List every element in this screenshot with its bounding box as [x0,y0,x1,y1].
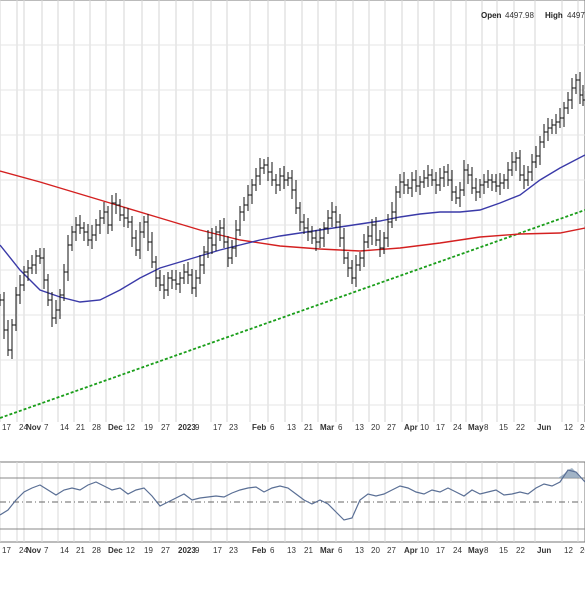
oscillator-tick-2: Nov [26,546,42,555]
oscillator-tick-15: Feb [252,546,266,555]
oscillator-tick-1: 24 [19,546,28,555]
oscillator-tick-9: 19 [144,546,153,555]
oscillator-tick-23: 27 [387,546,396,555]
price-tick-21: 13 [355,423,364,432]
oscillator-tick-31: 22 [516,546,525,555]
oscillator-tick-6: 28 [92,546,101,555]
price-tick-22: 20 [371,423,380,432]
price-panel [0,72,585,419]
price-tick-14: 23 [229,423,238,432]
price-tick-33: 12 [564,423,573,432]
oscillator-tick-27: 24 [453,546,462,555]
high-value: 4497 [567,11,585,20]
oscillator-tick-7: Dec [108,546,123,555]
oscillator-tick-11: 2023 [178,546,196,555]
price-tick-10: 27 [161,423,170,432]
oscillator-tick-19: Mar [320,546,334,555]
price-tick-15: Feb [252,423,266,432]
price-tick-2: Nov [26,423,42,432]
price-tick-13: 17 [213,423,222,432]
oscillator-tick-12: 9 [195,546,200,555]
price-tick-1: 24 [19,423,28,432]
price-axis-background [0,422,585,434]
price-tick-30: 15 [499,423,508,432]
high-label: High [545,11,563,20]
oscillator-tick-34: 20 [580,546,585,555]
price-tick-23: 27 [387,423,396,432]
price-tick-24: Apr [404,423,418,432]
price-tick-12: 9 [195,423,200,432]
price-tick-11: 2023 [178,423,196,432]
oscillator-tick-13: 17 [213,546,222,555]
price-tick-6: 28 [92,423,101,432]
oscillator-tick-26: 17 [436,546,445,555]
oscillator-tick-29: 8 [484,546,489,555]
price-tick-19: Mar [320,423,334,432]
oscillator-panel [0,468,585,521]
oscillator-axis-background [0,545,585,557]
price-tick-8: 12 [126,423,135,432]
price-tick-25: 10 [420,423,429,432]
price-tick-5: 21 [76,423,85,432]
ohlc-header: Open 4497.98 High 4497 [481,11,585,20]
oscillator-tick-20: 6 [338,546,343,555]
price-tick-20: 6 [338,423,343,432]
price-tick-31: 22 [516,423,525,432]
price-tick-9: 19 [144,423,153,432]
oscillator-tick-10: 27 [161,546,170,555]
oscillator-tick-8: 12 [126,546,135,555]
price-tick-32: Jun [537,423,551,432]
price-tick-26: 17 [436,423,445,432]
oscillator-overbought-fill [558,468,580,478]
oscillator-tick-25: 10 [420,546,429,555]
oscillator-tick-21: 13 [355,546,364,555]
oscillator-tick-18: 21 [304,546,313,555]
oscillator-tick-0: 17 [2,546,11,555]
price-tick-7: Dec [108,423,123,432]
oscillator-tick-22: 20 [371,546,380,555]
price-tick-0: 17 [2,423,11,432]
price-tick-27: 24 [453,423,462,432]
oscillator-tick-5: 21 [76,546,85,555]
oscillator-tick-33: 12 [564,546,573,555]
oscillator-tick-32: Jun [537,546,551,555]
oscillator-tick-14: 23 [229,546,238,555]
oscillator-tick-3: 7 [44,546,49,555]
oscillator-tick-16: 6 [270,546,275,555]
price-frame [0,0,585,429]
trendline-support [0,209,585,419]
price-tick-28: May [468,423,484,432]
open-label: Open [481,11,502,20]
oscillator-tick-17: 13 [287,546,296,555]
price-grid [0,0,585,429]
oscillator-tick-28: May [468,546,484,555]
price-tick-18: 21 [304,423,313,432]
oscillator-tick-24: Apr [404,546,418,555]
oscillator-tick-30: 15 [499,546,508,555]
oscillator-tick-4: 14 [60,546,69,555]
price-tick-17: 13 [287,423,296,432]
open-value: 4497.98 [505,11,534,20]
price-tick-4: 14 [60,423,69,432]
price-tick-34: 20 [580,423,585,432]
price-tick-29: 8 [484,423,489,432]
price-tick-3: 7 [44,423,49,432]
oscillator-grid [0,461,585,543]
price-tick-16: 6 [270,423,275,432]
moving-average-200-line [0,170,585,252]
oscillator-line [0,469,585,521]
moving-average-50-line [0,154,585,303]
